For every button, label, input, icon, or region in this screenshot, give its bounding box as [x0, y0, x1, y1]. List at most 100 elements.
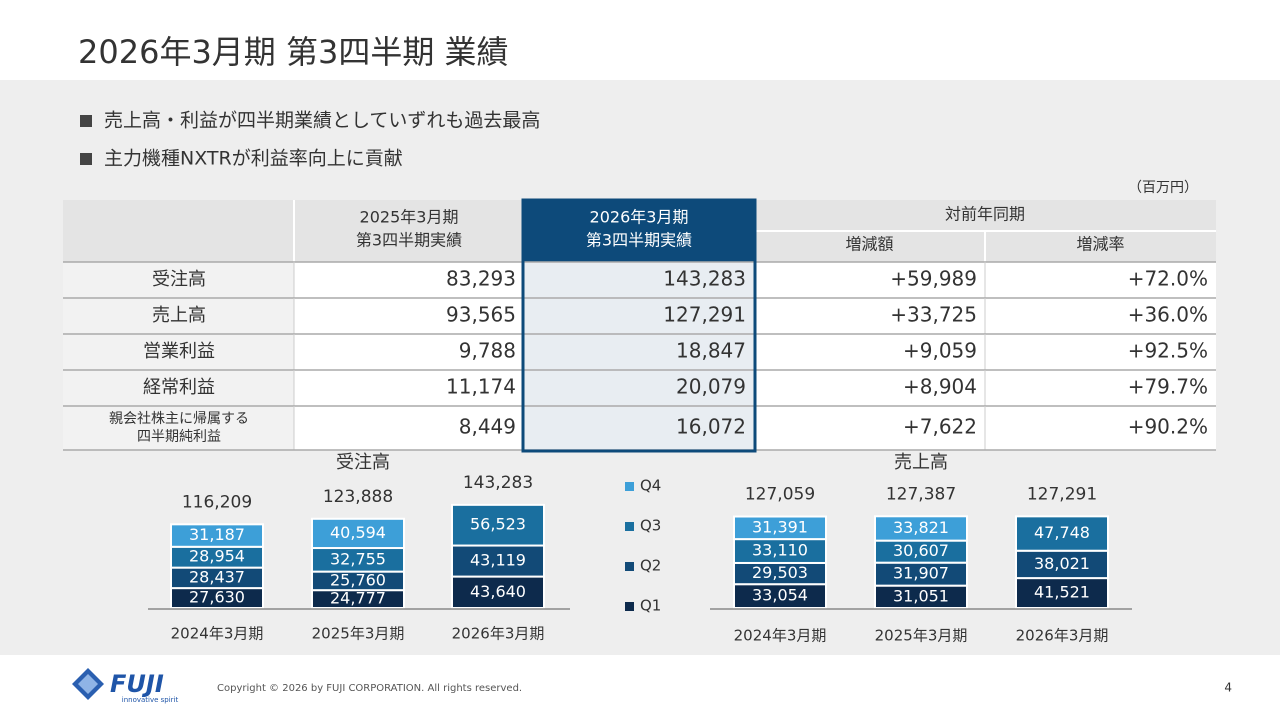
row-label: 受注高	[152, 269, 206, 290]
label-column-bg	[63, 262, 294, 450]
category-label: 2024年3月期	[734, 627, 827, 645]
table-cell: 143,283	[663, 267, 746, 291]
highlight-frame	[521, 198, 757, 453]
segment-label: 31,187	[189, 525, 245, 544]
logo-text: FUJI	[110, 670, 164, 698]
segment-label: 30,607	[893, 541, 949, 560]
total-label: 127,387	[886, 484, 956, 504]
chart-title: 受注高	[336, 452, 390, 473]
bar-segment	[733, 515, 827, 541]
table-cell: 11,174	[446, 375, 516, 399]
slide-title: 2026年3月期 第3四半期 業績	[78, 33, 509, 71]
total-label: 143,283	[463, 473, 533, 493]
segment-label: 28,437	[189, 567, 245, 586]
total-label: 116,209	[182, 492, 252, 512]
category-label: 2024年3月期	[171, 625, 264, 643]
bullet-marker	[80, 153, 92, 165]
bullet-text: 売上高・利益が四半期業績としていずれも過去最高	[104, 110, 540, 132]
copyright: Copyright © 2026 by FUJI CORPORATION. Al…	[217, 683, 522, 694]
logo-tagline: innovative spirit	[122, 696, 179, 704]
segment-label: 29,503	[752, 563, 808, 582]
chart-title: 売上高	[894, 452, 948, 473]
segment-label: 33,110	[752, 541, 808, 560]
table-cell: 18,847	[676, 339, 746, 363]
bullet-text: 主力機種NXTRが利益率向上に貢献	[104, 148, 403, 170]
subcolumn-header: 増減率	[1076, 235, 1124, 254]
bar-segment	[1015, 549, 1109, 580]
category-label: 2026年3月期	[452, 625, 545, 643]
legend-label: Q1	[640, 597, 661, 615]
table-cell: +59,989	[890, 267, 977, 291]
row-label: 四半期純利益	[137, 429, 221, 445]
segment-label: 43,119	[470, 551, 526, 570]
page-number: 4	[1224, 681, 1232, 695]
table-cell: +72.0%	[1128, 267, 1208, 291]
table-cell: 20,079	[676, 375, 746, 399]
bar-segment	[170, 523, 264, 548]
segment-label: 24,777	[330, 589, 386, 608]
segment-label: 27,630	[189, 588, 245, 607]
table-cell: 93,565	[446, 303, 516, 327]
table-cell: +7,622	[903, 415, 977, 439]
segment-label: 32,755	[330, 549, 386, 568]
column-header: 第3四半期実績	[356, 231, 462, 250]
table-cell: +33,725	[890, 303, 977, 327]
table-cell: +9,059	[903, 339, 977, 363]
row-label: 親会社株主に帰属する	[109, 410, 249, 427]
table-cell: +92.5%	[1128, 339, 1208, 363]
bar-segment	[1015, 515, 1109, 552]
legend-swatch	[625, 602, 634, 611]
bar-segment	[451, 544, 545, 578]
subcolumn-header: 増減額	[845, 235, 893, 254]
table-cell: 127,291	[663, 303, 746, 327]
legend-label: Q2	[640, 557, 661, 575]
segment-label: 31,051	[893, 586, 949, 605]
table-cell: +8,904	[903, 375, 977, 399]
legend-swatch	[625, 522, 634, 531]
bar-segment	[451, 575, 545, 610]
total-label: 123,888	[323, 487, 393, 507]
highlight-body	[524, 262, 754, 450]
segment-label: 33,821	[893, 518, 949, 537]
bar-segment	[451, 503, 545, 547]
unit-label: （百万円）	[1128, 180, 1198, 196]
bar-segment	[1015, 577, 1109, 609]
column-header: 2026年3月期	[590, 208, 689, 227]
category-label: 2025年3月期	[875, 627, 968, 645]
row-label: 経常利益	[143, 377, 215, 398]
total-label: 127,059	[745, 485, 815, 505]
segment-label: 43,640	[470, 582, 526, 601]
legend-swatch	[625, 482, 634, 491]
row-label: 営業利益	[143, 341, 215, 362]
segment-label: 56,523	[470, 515, 526, 534]
segment-label: 38,021	[1034, 554, 1090, 573]
table-cell: +79.7%	[1128, 375, 1208, 399]
row-label: 売上高	[152, 305, 206, 326]
segment-label: 41,521	[1034, 583, 1090, 602]
category-label: 2026年3月期	[1016, 627, 1109, 645]
category-label: 2025年3月期	[312, 625, 405, 643]
highlight-header	[522, 200, 756, 262]
column-header: 第3四半期実績	[586, 231, 692, 250]
legend-label: Q4	[640, 477, 661, 495]
table-cell: +90.2%	[1128, 415, 1208, 439]
total-label: 127,291	[1027, 484, 1097, 504]
table-cell: 83,293	[446, 267, 516, 291]
bar-segment	[874, 515, 968, 542]
group-header: 対前年同期	[945, 205, 1025, 224]
bullet-marker	[80, 115, 92, 127]
segment-label: 47,748	[1034, 523, 1090, 542]
bar-segment	[311, 517, 405, 550]
legend-label: Q3	[640, 517, 661, 535]
column-header: 2025年3月期	[360, 208, 459, 227]
segment-label: 33,054	[752, 586, 808, 605]
table-cell: 9,788	[459, 339, 516, 363]
segment-label: 31,391	[752, 517, 808, 536]
table-cell: 16,072	[676, 415, 746, 439]
legend-swatch	[625, 562, 634, 571]
table-cell: +36.0%	[1128, 303, 1208, 327]
segment-label: 40,594	[330, 523, 386, 542]
segment-label: 25,760	[330, 570, 386, 589]
